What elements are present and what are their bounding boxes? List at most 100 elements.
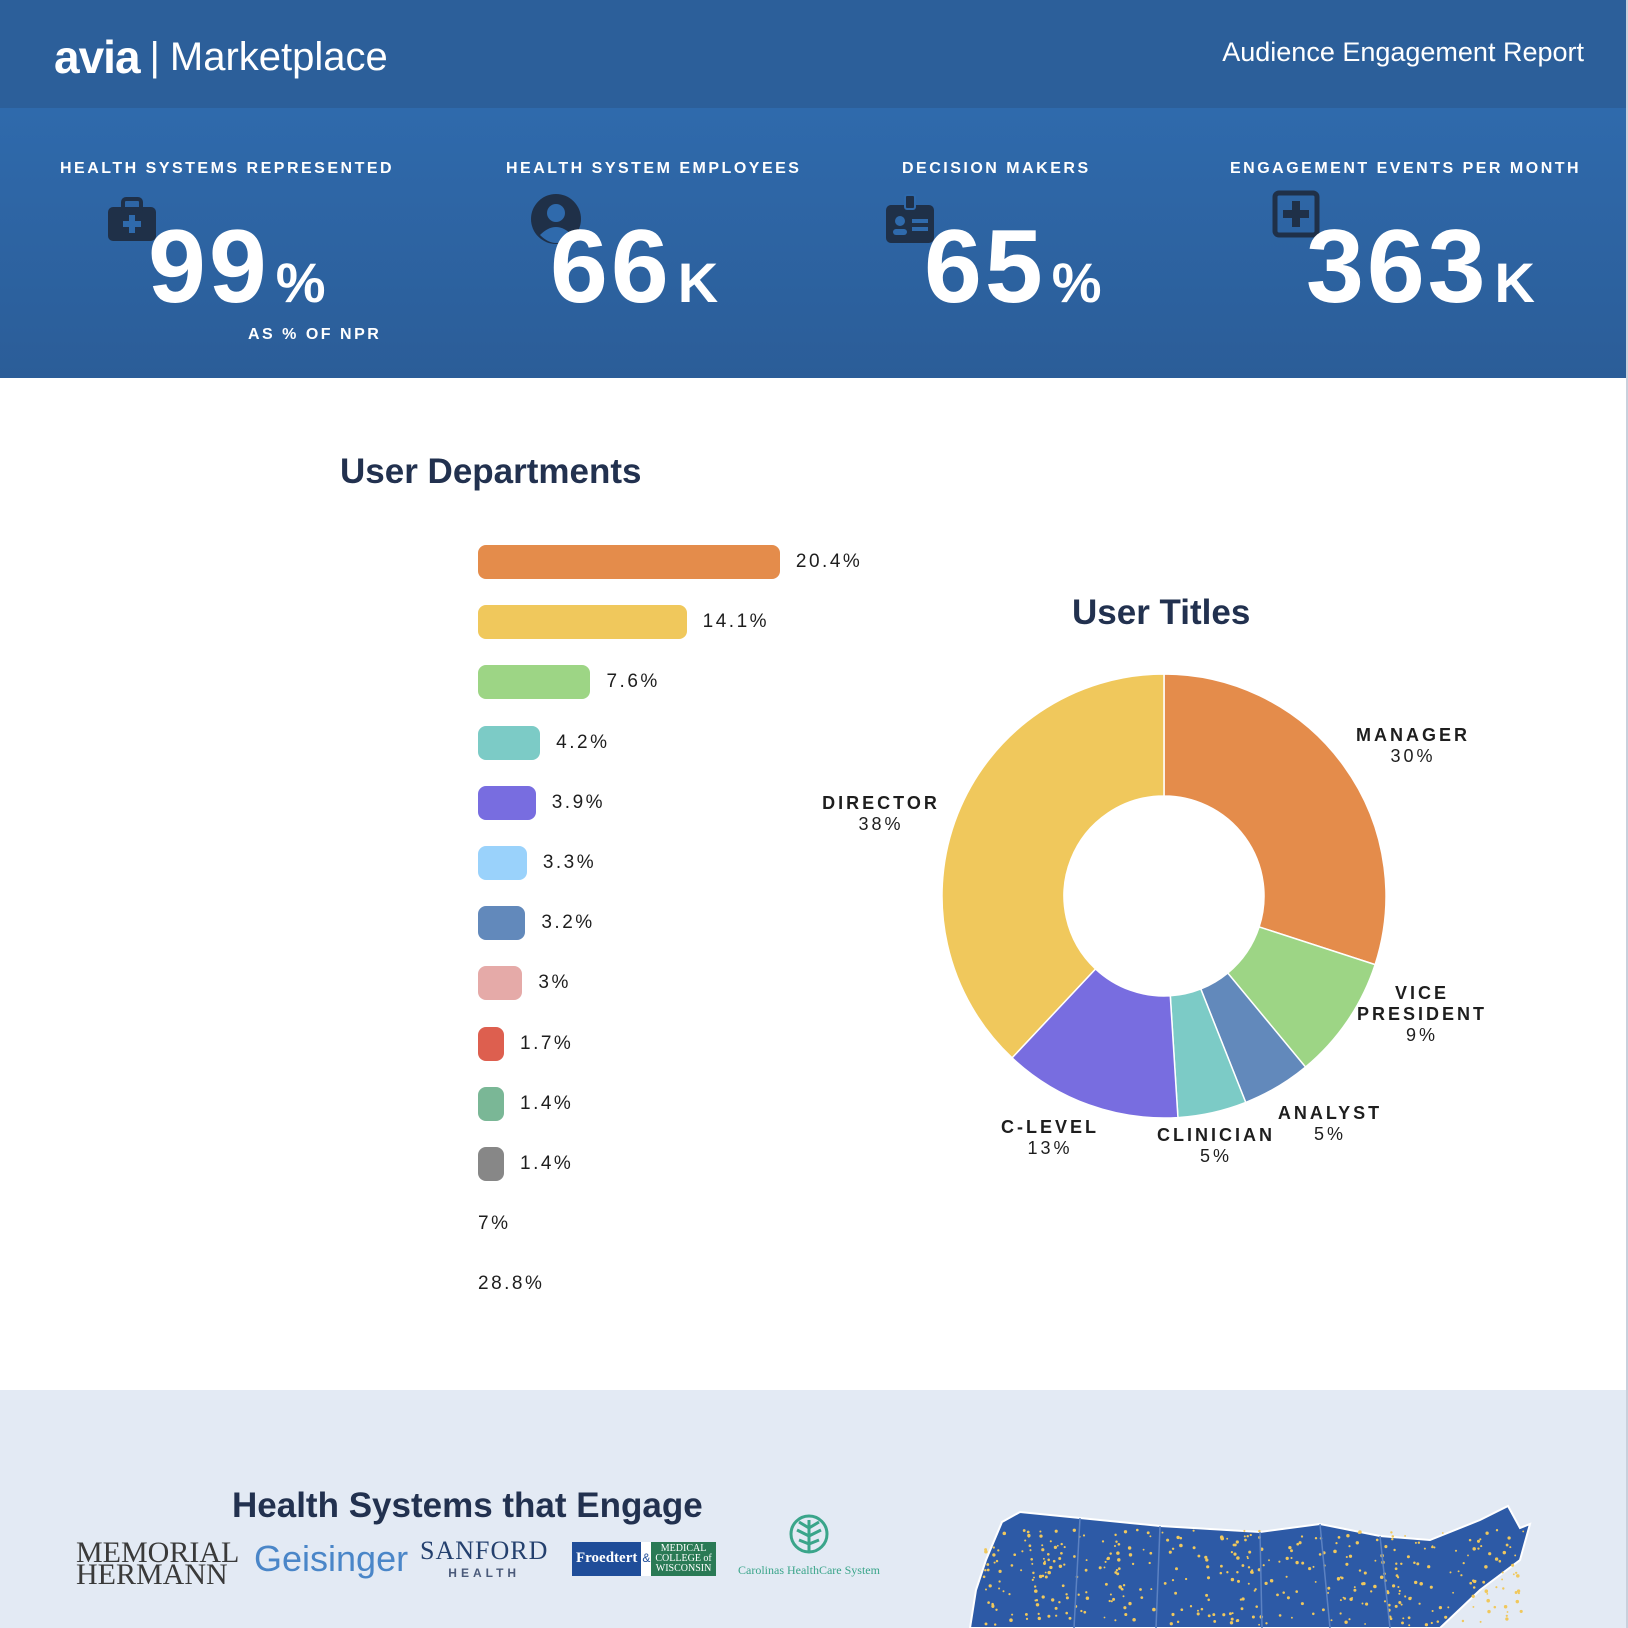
map-dot: [1321, 1608, 1325, 1612]
kpi-note: AS % OF NPR: [248, 326, 382, 343]
bar-value-label: 7%: [478, 1213, 511, 1235]
map-dot: [1349, 1597, 1353, 1602]
map-dot: [1184, 1577, 1188, 1581]
bar-value-label: 20.4%: [795, 551, 863, 572]
donut-slice-label: VICE PRESIDENT 9%: [1356, 982, 1488, 1045]
kpi-value: 65%: [924, 209, 1102, 325]
map-dot: [1235, 1619, 1239, 1623]
map-dot: [1454, 1549, 1458, 1552]
map-dot: [1115, 1540, 1118, 1543]
map-dot: [998, 1587, 1001, 1590]
map-dot: [992, 1546, 995, 1549]
map-dot: [1308, 1567, 1312, 1571]
map-dot: [1505, 1614, 1508, 1617]
map-dot: [1361, 1582, 1365, 1586]
map-dot: [1383, 1600, 1387, 1603]
map-dot: [1251, 1571, 1254, 1574]
bar-value-label: 1.4%: [520, 1153, 574, 1174]
map-dot: [1498, 1559, 1502, 1563]
map-dot: [1479, 1620, 1482, 1623]
bar-value-label: 7.6%: [606, 671, 660, 693]
map-dot: [1228, 1612, 1232, 1616]
map-dot: [1419, 1582, 1423, 1586]
map-dot: [1511, 1563, 1515, 1567]
map-dot: [1063, 1546, 1066, 1549]
map-dot: [1042, 1557, 1045, 1560]
map-dot: [1391, 1538, 1394, 1541]
map-dot: [984, 1622, 988, 1626]
map-dot: [1121, 1588, 1124, 1591]
map-dot: [1423, 1547, 1426, 1550]
map-dot: [1404, 1534, 1407, 1537]
map-dot: [1398, 1592, 1401, 1595]
map-dot: [1213, 1619, 1217, 1623]
map-dot: [1501, 1571, 1504, 1574]
map-dot: [1207, 1598, 1210, 1602]
map-dot: [1168, 1550, 1172, 1554]
map-dot: [1054, 1606, 1058, 1610]
kpi-value: 66 K: [550, 209, 719, 325]
map-dot: [1106, 1557, 1109, 1561]
donut-slice-label: DIRECTOR 38%: [822, 793, 940, 834]
bar-value-label: 28.8%: [478, 1273, 545, 1295]
bar: [478, 906, 526, 941]
map-dot: [1433, 1546, 1436, 1549]
map-dot: [1236, 1556, 1240, 1560]
map-dot: [1392, 1584, 1396, 1588]
map-dot: [1052, 1559, 1056, 1563]
bar: [478, 966, 523, 1001]
map-dot: [1163, 1581, 1167, 1585]
donut-slice-vice-president: [1226, 925, 1377, 1069]
map-dot: [1041, 1595, 1045, 1599]
map-dot: [1495, 1529, 1499, 1532]
bar-value-label: 3.3%: [542, 852, 597, 873]
map-dot: [1031, 1578, 1034, 1582]
map-dot: [1400, 1603, 1403, 1606]
map-dot: [1047, 1614, 1051, 1618]
donut-slice-label: MANAGER 30%: [1356, 725, 1470, 766]
map-dot: [1346, 1534, 1350, 1538]
map-dot: [1414, 1541, 1417, 1544]
map-dot: [1117, 1558, 1121, 1562]
map-dot: [1436, 1620, 1440, 1623]
map-dot: [1295, 1590, 1298, 1593]
map-dot: [1507, 1536, 1511, 1540]
map-dot: [1386, 1591, 1390, 1595]
map-dot: [1460, 1574, 1463, 1577]
map-dot: [995, 1608, 998, 1611]
map-dot: [1175, 1567, 1178, 1571]
map-dot: [1239, 1598, 1243, 1601]
map-dot: [1230, 1577, 1235, 1582]
map-dot: [1080, 1609, 1083, 1613]
map-dot: [1457, 1570, 1460, 1573]
map-dot: [992, 1553, 996, 1557]
map-dot: [1020, 1569, 1023, 1572]
kpi-label: HEALTH SYSTEMS REPRESENTED: [60, 160, 395, 177]
map-dot: [1503, 1604, 1508, 1609]
map-dot: [1139, 1588, 1142, 1591]
map-dot: [1486, 1593, 1489, 1595]
map-dot: [1430, 1621, 1433, 1625]
bar-value-label: 3.9%: [551, 791, 606, 813]
map-dot: [1009, 1618, 1013, 1622]
map-dot: [1037, 1616, 1041, 1621]
map-dot: [1034, 1589, 1038, 1593]
map-dot: [1337, 1536, 1341, 1539]
map-dot: [1414, 1580, 1418, 1585]
map-dot: [1348, 1545, 1351, 1548]
avia-marketplace-logo[interactable]: avia | Marketplace: [54, 30, 388, 84]
geisinger-logo: Geisinger: [254, 1538, 409, 1579]
map-dot: [1108, 1599, 1111, 1603]
map-dot: [1461, 1619, 1465, 1623]
map-dot: [998, 1569, 1002, 1574]
donut-slice-label: CLINICIAN 5%: [1157, 1125, 1275, 1166]
map-dot: [1101, 1540, 1105, 1543]
map-dot: [1249, 1533, 1252, 1537]
brand-name: avia: [54, 31, 141, 83]
map-dot: [1200, 1607, 1204, 1611]
bar: [478, 545, 780, 579]
map-dot: [1447, 1606, 1450, 1609]
map-dot: [1085, 1591, 1088, 1594]
map-dot: [1427, 1565, 1431, 1569]
top-bar: avia | Marketplace Audience Engagement R…: [0, 0, 1626, 108]
